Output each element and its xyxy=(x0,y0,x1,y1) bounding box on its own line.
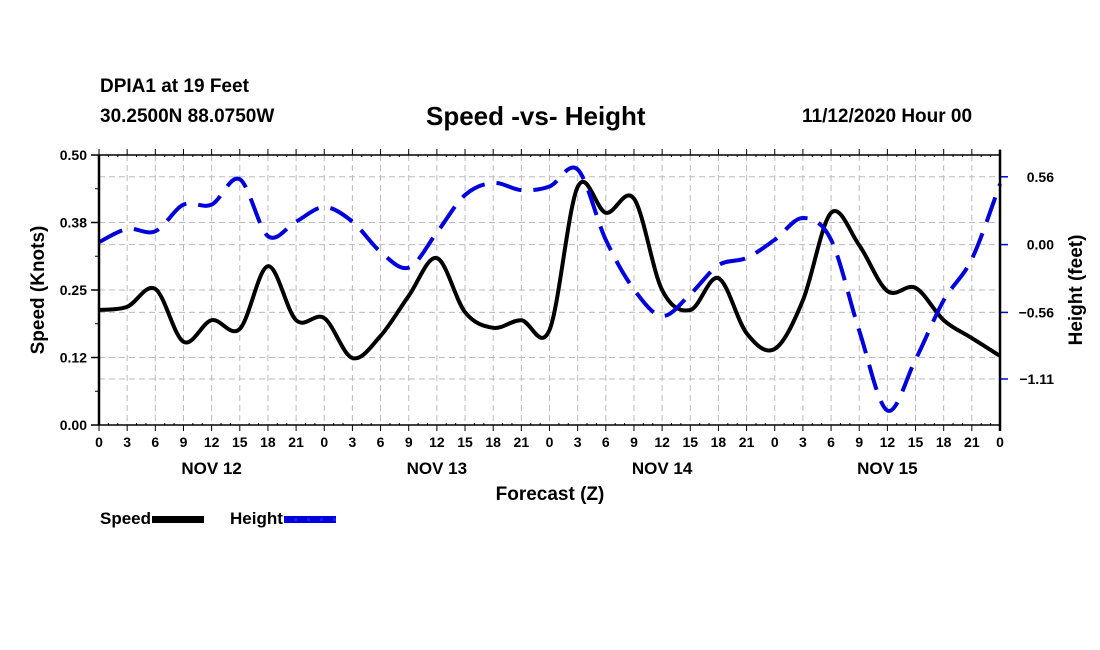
day-label: NOV 13 xyxy=(407,459,467,478)
x-tick-label: 15 xyxy=(682,434,698,450)
y-tick-label: 0.38 xyxy=(60,215,87,231)
x-tick-label: 12 xyxy=(880,434,896,450)
x-tick-label: 3 xyxy=(349,434,357,450)
legend-swatch-height xyxy=(283,516,336,524)
legend-label-height: Height xyxy=(230,509,283,528)
x-tick-label: 0 xyxy=(320,434,328,450)
x-tick-label: 18 xyxy=(260,434,276,450)
day-label: NOV 15 xyxy=(857,459,917,478)
series-layer xyxy=(98,165,1002,413)
x-tick-label: 0 xyxy=(95,434,103,450)
x-tick-label: 15 xyxy=(457,434,473,450)
chart-title: Speed -vs- Height xyxy=(426,101,646,131)
x-tick-label: 9 xyxy=(855,434,863,450)
x-tick-label: 18 xyxy=(485,434,501,450)
x-tick-label: 18 xyxy=(936,434,952,450)
x-tick-label: 0 xyxy=(546,434,554,450)
x-tick-label: 15 xyxy=(908,434,924,450)
x-tick-label: 3 xyxy=(799,434,807,450)
x-tick-label: 3 xyxy=(123,434,131,450)
day-label: NOV 14 xyxy=(632,459,693,478)
x-tick-label: 6 xyxy=(151,434,159,450)
station-label: DPIA1 at 19 Feet xyxy=(100,76,249,97)
x-tick-label: 21 xyxy=(288,434,304,450)
y-tick-label: 0.25 xyxy=(60,282,87,298)
y-tick-label: 0.00 xyxy=(60,417,87,433)
legend-item-height: Height xyxy=(230,509,336,529)
x-tick-label: 6 xyxy=(377,434,385,450)
model-run-time: 11/12/2020 Hour 00 xyxy=(802,106,973,127)
legend-swatch-speed xyxy=(152,516,205,524)
x-tick-label: 21 xyxy=(739,434,755,450)
y-tick-label: 0.12 xyxy=(60,350,87,366)
series-line-height xyxy=(98,165,1002,413)
legend-item-speed: Speed xyxy=(100,509,205,529)
x-tick-label: 9 xyxy=(405,434,413,450)
x-tick-label: 9 xyxy=(180,434,188,450)
y2-tick-label: 0.56 xyxy=(1027,169,1054,185)
x-tick-label: 6 xyxy=(602,434,610,450)
x-tick-label: 12 xyxy=(654,434,670,450)
grid xyxy=(99,155,1000,425)
y-tick-label: 0.50 xyxy=(60,147,87,163)
x-tick-label: 9 xyxy=(630,434,638,450)
y2-tick-label: 0.00 xyxy=(1027,237,1054,253)
x-axis-title: Forecast (Z) xyxy=(496,484,605,505)
y2-tick-label: −0.56 xyxy=(1019,304,1055,320)
day-label: NOV 12 xyxy=(181,459,241,478)
station-coordinates: 30.2500N 88.0750W xyxy=(100,106,275,127)
y-axis-title: Speed (Knots) xyxy=(28,226,49,355)
x-tick-label: 12 xyxy=(204,434,220,450)
y2-axis-title: Height (feet) xyxy=(1066,235,1087,346)
legend-label-speed: Speed xyxy=(100,509,152,528)
x-tick-label: 21 xyxy=(964,434,980,450)
x-tick-label: 18 xyxy=(711,434,727,450)
axes: 0 3 6 9 12 15 18 21 0 3 6 9 12 15 18 21 0 3 6 9 12 15 18 21 0 3 6 9… xyxy=(60,147,1054,478)
x-tick-label: 15 xyxy=(232,434,248,450)
series-line-speed xyxy=(98,180,1002,361)
x-tick-label: 3 xyxy=(574,434,582,450)
x-tick-label: 6 xyxy=(827,434,835,450)
x-tick-label: 21 xyxy=(514,434,530,450)
y2-tick-label: −1.11 xyxy=(1019,371,1054,387)
x-tick-label: 0 xyxy=(996,434,1004,450)
x-tick-label: 0 xyxy=(771,434,779,450)
x-tick-label: 12 xyxy=(429,434,445,450)
